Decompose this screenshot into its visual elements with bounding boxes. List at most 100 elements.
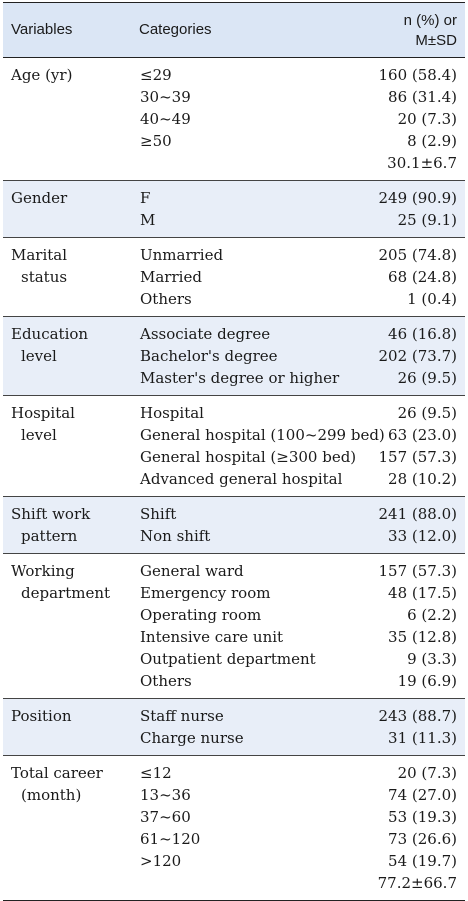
- category-cell: >120: [140, 852, 182, 870]
- category-cell: Others: [140, 672, 192, 690]
- category-cell: Outpatient department: [140, 650, 316, 668]
- category-cell: Master's degree or higher: [140, 369, 340, 387]
- table-row: F 249 (90.9): [3, 187, 465, 209]
- value-cell: 53 (19.3): [388, 808, 457, 826]
- variable-label-line2: level: [21, 426, 57, 444]
- category-cell: 13~36: [140, 786, 191, 804]
- table-row: 40~49 20 (7.3): [3, 108, 465, 130]
- value-cell: 243 (88.7): [378, 707, 457, 725]
- value-cell: 19 (6.9): [397, 672, 457, 690]
- value-cell: 20 (7.3): [397, 764, 457, 782]
- table-group: Marital status Unmarried 205 (74.8) Married 6…: [3, 238, 465, 317]
- value-cell: 20 (7.3): [397, 110, 457, 128]
- table-row: Master's degree or higher 26 (9.5): [3, 367, 465, 389]
- table-row: Outpatient department 9 (3.3): [3, 648, 465, 670]
- category-cell: F: [140, 189, 151, 207]
- variable-label: Total career (month): [11, 762, 103, 806]
- variable-label-line1: Hospital: [11, 404, 75, 422]
- category-cell: 61~120: [140, 830, 201, 848]
- table-group: Hospital level Hospital 26 (9.5) General hos…: [3, 396, 465, 497]
- category-cell: Bachelor's degree: [140, 347, 278, 365]
- variable-label: Gender: [11, 187, 67, 209]
- table-body: Age (yr) ≤29 160 (58.4) 30~39 86 (31.4) 40~49…: [3, 58, 465, 901]
- category-cell: ≥50: [140, 132, 172, 150]
- table-row: 61~120 73 (26.6): [3, 828, 465, 850]
- table-group: Age (yr) ≤29 160 (58.4) 30~39 86 (31.4) 40~49…: [3, 58, 465, 181]
- category-cell: Intensive care unit: [140, 628, 284, 646]
- variable-label: Hospital level: [11, 402, 75, 446]
- category-cell: Advanced general hospital: [140, 470, 343, 488]
- value-cell: 33 (12.0): [388, 527, 457, 545]
- variable-label: Marital status: [11, 244, 67, 288]
- value-cell: 8 (2.9): [407, 132, 457, 150]
- value-cell: 30.1±6.7: [387, 154, 457, 172]
- value-cell: 73 (26.6): [388, 830, 457, 848]
- variable-label-line2: department: [21, 584, 111, 602]
- variable-label: Education level: [11, 323, 88, 367]
- category-cell: Unmarried: [140, 246, 224, 264]
- table-row: 30.1±6.7: [3, 152, 465, 174]
- table-row: M 25 (9.1): [3, 209, 465, 231]
- variable-label-line2: level: [21, 347, 57, 365]
- table-row: Unmarried 205 (74.8): [3, 244, 465, 266]
- table-row: Advanced general hospital 28 (10.2): [3, 468, 465, 490]
- variable-label-line1: Education: [11, 325, 89, 343]
- category-cell: Operating room: [140, 606, 262, 624]
- table-row: Non shift 33 (12.0): [3, 525, 465, 547]
- value-cell: 160 (58.4): [378, 66, 457, 84]
- category-cell: M: [140, 211, 156, 229]
- variable-label-line2: (month): [21, 786, 82, 804]
- table-row: Shift 241 (88.0): [3, 503, 465, 525]
- table-row: 13~36 74 (27.0): [3, 784, 465, 806]
- value-cell: 86 (31.4): [388, 88, 457, 106]
- header-variables: Variables: [11, 21, 73, 38]
- variable-label: Position: [11, 705, 72, 727]
- value-cell: 63 (23.0): [388, 426, 457, 444]
- value-cell: 68 (24.8): [388, 268, 457, 286]
- value-cell: 6 (2.2): [407, 606, 457, 624]
- value-cell: 31 (11.3): [388, 729, 457, 747]
- value-cell: 35 (12.8): [388, 628, 457, 646]
- table-group: Education level Associate degree 46 (16.8) B…: [3, 317, 465, 396]
- category-cell: Shift: [140, 505, 177, 523]
- header-value: n (%) or M±SD: [404, 11, 457, 51]
- value-cell: 46 (16.8): [388, 325, 457, 343]
- category-cell: Hospital: [140, 404, 204, 422]
- category-cell: Staff nurse: [140, 707, 224, 725]
- table-row: ≤29 160 (58.4): [3, 64, 465, 86]
- table-group: Gender F 249 (90.9) M 25 (9.1): [3, 181, 465, 238]
- table-row: Married 68 (24.8): [3, 266, 465, 288]
- value-cell: 26 (9.5): [397, 369, 457, 387]
- variable-label: Shift work pattern: [11, 503, 90, 547]
- variable-label-line2: status: [21, 268, 68, 286]
- category-cell: Others: [140, 290, 192, 308]
- value-cell: 249 (90.9): [378, 189, 457, 207]
- table-row: >120 54 (19.7): [3, 850, 465, 872]
- value-cell: 9 (3.3): [407, 650, 457, 668]
- value-cell: 28 (10.2): [388, 470, 457, 488]
- table-group: Shift work pattern Shift 241 (88.0) Non shif…: [3, 497, 465, 554]
- characteristics-table: Variables Categories n (%) or M±SD Age (…: [3, 2, 465, 901]
- category-cell: 30~39: [140, 88, 191, 106]
- category-cell: Non shift: [140, 527, 211, 545]
- value-cell: 26 (9.5): [397, 404, 457, 422]
- table-row: 37~60 53 (19.3): [3, 806, 465, 828]
- variable-label-line1: Marital: [11, 246, 68, 264]
- table-row: Staff nurse 243 (88.7): [3, 705, 465, 727]
- table-row: Operating room 6 (2.2): [3, 604, 465, 626]
- table-row: ≤12 20 (7.3): [3, 762, 465, 784]
- value-cell: 241 (88.0): [378, 505, 457, 523]
- table-row: Others 19 (6.9): [3, 670, 465, 692]
- table-group: Total career (month) ≤12 20 (7.3) 13~36 74 (2…: [3, 756, 465, 901]
- table-group: Working department General ward 157 (57.3) E…: [3, 554, 465, 699]
- table-row: General hospital (100~299 bed) 63 (23.0): [3, 424, 465, 446]
- category-cell: General hospital (≥300 bed): [140, 448, 357, 466]
- category-cell: Married: [140, 268, 202, 286]
- table-row: Intensive care unit 35 (12.8): [3, 626, 465, 648]
- table-row: ≥50 8 (2.9): [3, 130, 465, 152]
- table-group: Position Staff nurse 243 (88.7) Charge nurs…: [3, 699, 465, 756]
- category-cell: Charge nurse: [140, 729, 244, 747]
- category-cell: 40~49: [140, 110, 191, 128]
- value-cell: 157 (57.3): [378, 448, 457, 466]
- table-row: General hospital (≥300 bed) 157 (57.3): [3, 446, 465, 468]
